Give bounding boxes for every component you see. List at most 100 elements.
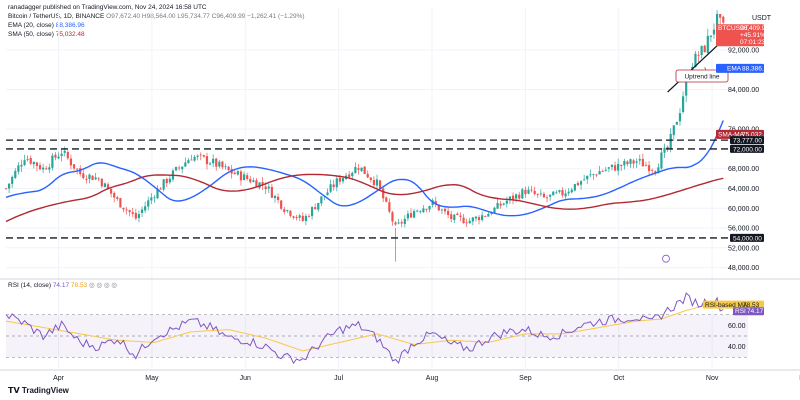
candle-body [629,159,632,164]
candle-body [413,210,416,218]
candle-body [644,165,648,167]
candle-body [508,196,512,201]
level-price-tag [730,233,764,242]
candle-body [276,196,280,200]
candle-body [481,215,484,221]
btc-tag-symbol: BTCUSDT [718,25,749,32]
candle-body [103,183,107,188]
ema-tag [716,63,764,73]
candle-body [697,55,700,57]
candle-body [190,159,193,161]
ema-legend: EMA (20, close) 88,386.96 [8,22,85,30]
candle-body [236,171,239,175]
candle-body [521,189,524,199]
tradingview-logo: 𝗧𝗩 TradingView [8,386,69,395]
candle-body [32,162,35,165]
candle-body [598,171,601,175]
level-price-label: 54,000.00 [733,235,762,242]
candle-body [589,174,592,176]
sma-legend-label: SMA (50, close) [8,31,54,38]
candle-body [122,207,125,210]
candle-body [471,217,474,222]
candle-body [165,178,168,184]
candle-body [477,217,481,221]
candle-body [270,186,273,198]
candle-body [573,184,576,191]
candle-body [42,167,45,170]
publisher-line: ranadagger published on TradingView.com,… [8,4,207,11]
price-axis-label: 60,000.00 [728,206,759,213]
candle-body [307,215,311,217]
candle-body [280,200,283,209]
candle-body [400,222,403,224]
candle-body [422,208,425,213]
candle-body [17,165,20,172]
candle-body [227,166,230,171]
candle-body [249,178,252,183]
candle-body [576,183,580,186]
candle-body [484,216,487,217]
candle-body [552,191,555,196]
candle-body [524,189,527,195]
candle-body [385,197,388,202]
candle-body [205,156,209,165]
candle-body [94,177,97,180]
candle-body [536,193,539,195]
candle-body [97,178,100,180]
candle-body [391,212,394,222]
candle-body [394,222,397,225]
candle-body [681,96,685,112]
candle-body [116,197,119,199]
candle-body [685,75,688,96]
candle-body [168,178,171,183]
sma-line [5,173,724,223]
candle-body [69,158,73,166]
candle-body [703,45,706,53]
candle-body [150,197,153,201]
tradingview-brand: TradingView [21,386,69,395]
level-price-label: 72,000.00 [733,146,762,153]
candle-body [267,186,270,189]
candle-body [193,156,196,161]
candle-body [181,166,184,170]
candle-body [156,188,159,199]
rsi-legend-label: RSI (14, close) [8,282,51,289]
alert-icon [662,254,670,263]
candle-body [425,209,428,210]
candle-body [607,167,610,169]
candle-body [215,158,218,167]
candle-body [85,178,88,180]
candle-body [675,122,678,125]
candle-body [592,174,595,176]
uptrend-label: Uptrend line [684,74,719,81]
candle-body [100,178,103,187]
candle-body [131,212,134,214]
candle-body [363,166,366,174]
candle-body [7,183,11,189]
candle-body [465,222,468,224]
candle-body [462,217,465,224]
candle-body [332,184,335,188]
candle-body [641,159,644,167]
candle-body [273,195,277,199]
candle-body [162,179,165,190]
candle-body [490,213,493,214]
time-axis-label: Nov [706,375,719,382]
candle-body [419,211,422,213]
candle-body [369,177,372,181]
level-price-label: 73,777.00 [733,138,762,145]
candle-body [82,173,85,179]
rsi-legend: RSI (14, close) 74.17 78.53 ◎ ◎ ◎ ◎ [8,282,117,290]
btc-tag-countdown: 07:01:23 [740,39,766,46]
candle-body [558,190,561,192]
candle-body [106,184,110,189]
candle-body [221,161,224,168]
candle-body [29,157,32,164]
candle-body [561,189,564,196]
candle-body [406,213,410,219]
candle-body [38,165,42,170]
candle-body [613,165,617,171]
candle-body [437,204,440,211]
candle-body [326,192,329,196]
candle-body [45,168,48,170]
